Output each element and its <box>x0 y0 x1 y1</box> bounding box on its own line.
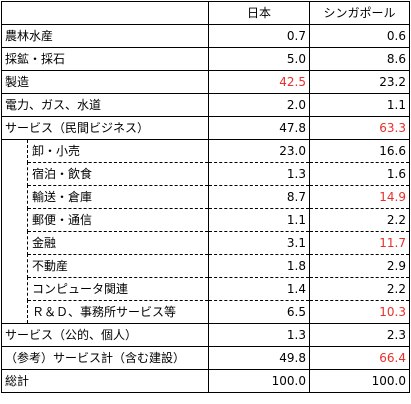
japan-value: 1.3 <box>208 162 310 186</box>
row-label: 輸送・倉庫 <box>27 185 209 209</box>
singapore-value: 2.2 <box>309 277 410 301</box>
table-row: 金融 3.1 11.7 <box>2 231 410 255</box>
row-label: 卸・小売 <box>27 139 209 163</box>
row-label: 不動産 <box>27 254 209 278</box>
row-label: 郵便・通信 <box>27 208 209 232</box>
table-row: 採鉱・採石 5.0 8.6 <box>1 47 410 71</box>
table-row: 卸・小売 23.0 16.6 <box>1 139 410 324</box>
singapore-value-highlighted: 63.3 <box>309 116 410 140</box>
row-label: 金融 <box>27 231 209 255</box>
table-row: 製造 42.5 23.2 <box>1 70 410 94</box>
row-label: 採鉱・採石 <box>1 47 209 71</box>
singapore-value-highlighted: 66.4 <box>309 346 410 370</box>
japan-value: 47.8 <box>208 116 310 140</box>
header-singapore: シンガポール <box>309 1 410 25</box>
japan-value: 1.8 <box>208 254 310 278</box>
japan-value-highlighted: 42.5 <box>208 70 310 94</box>
row-label: Ｒ＆Ｄ、事務所サービス等 <box>27 300 209 324</box>
singapore-value-highlighted: 10.3 <box>309 300 410 324</box>
japan-value: 3.1 <box>208 231 310 255</box>
singapore-value: 23.2 <box>309 70 410 94</box>
japan-value: 6.5 <box>208 300 310 324</box>
singapore-value: 2.9 <box>309 254 410 278</box>
row-label: 農林水産 <box>1 24 209 48</box>
table-row: 不動産 1.8 2.9 <box>2 254 410 278</box>
header-blank-cell <box>1 1 209 25</box>
japan-value: 1.4 <box>208 277 310 301</box>
table-row: Ｒ＆Ｄ、事務所サービス等 6.5 10.3 <box>2 300 410 324</box>
singapore-value: 1.1 <box>309 93 410 117</box>
singapore-value: 100.0 <box>309 369 410 393</box>
row-label: 宿泊・飲食 <box>27 162 209 186</box>
table-row: コンピュータ関連 1.4 2.2 <box>2 277 410 301</box>
table-row: サービス（民間ビジネス） 47.8 63.3 <box>1 116 410 140</box>
industry-share-table: 日本 シンガポール 農林水産 0.7 0.6 採鉱・採石 5.0 8.6 製造 … <box>1 1 410 393</box>
japan-value: 0.7 <box>208 24 310 48</box>
japan-value: 100.0 <box>208 369 310 393</box>
header-row: 日本 シンガポール <box>1 1 410 25</box>
row-label: サービス（民間ビジネス） <box>1 116 209 140</box>
japan-value: 49.8 <box>208 346 310 370</box>
row-label: （参考）サービス計（含む建設） <box>1 346 209 370</box>
japan-value: 1.1 <box>208 208 310 232</box>
table-row: サービス（公的、個人） 1.3 2.3 <box>1 323 410 347</box>
japan-value: 2.0 <box>208 93 310 117</box>
singapore-value: 2.2 <box>309 208 410 232</box>
total-row: 総計 100.0 100.0 <box>1 369 410 393</box>
indent-cell <box>1 139 28 324</box>
singapore-value-highlighted: 14.9 <box>309 185 410 209</box>
japan-value: 5.0 <box>208 47 310 71</box>
table-row: 電力、ガス、水道 2.0 1.1 <box>1 93 410 117</box>
singapore-value: 8.6 <box>309 47 410 71</box>
singapore-value: 1.6 <box>309 162 410 186</box>
singapore-value: 2.3 <box>309 323 410 347</box>
table-row: 農林水産 0.7 0.6 <box>1 24 410 48</box>
singapore-value: 16.6 <box>309 139 410 163</box>
row-label: コンピュータ関連 <box>27 277 209 301</box>
japan-value: 23.0 <box>208 139 310 163</box>
header-japan: 日本 <box>208 1 310 25</box>
japan-value: 8.7 <box>208 185 310 209</box>
table-row: 輸送・倉庫 8.7 14.9 <box>2 185 410 209</box>
row-label: 電力、ガス、水道 <box>1 93 209 117</box>
row-label: 総計 <box>1 369 209 393</box>
singapore-value: 0.6 <box>309 24 410 48</box>
singapore-value-highlighted: 11.7 <box>309 231 410 255</box>
table-row: 宿泊・飲食 1.3 1.6 <box>2 162 410 186</box>
row-label: 製造 <box>1 70 209 94</box>
japan-value: 1.3 <box>208 323 310 347</box>
row-label: サービス（公的、個人） <box>1 323 209 347</box>
table-row: （参考）サービス計（含む建設） 49.8 66.4 <box>1 346 410 370</box>
table-row: 郵便・通信 1.1 2.2 <box>2 208 410 232</box>
